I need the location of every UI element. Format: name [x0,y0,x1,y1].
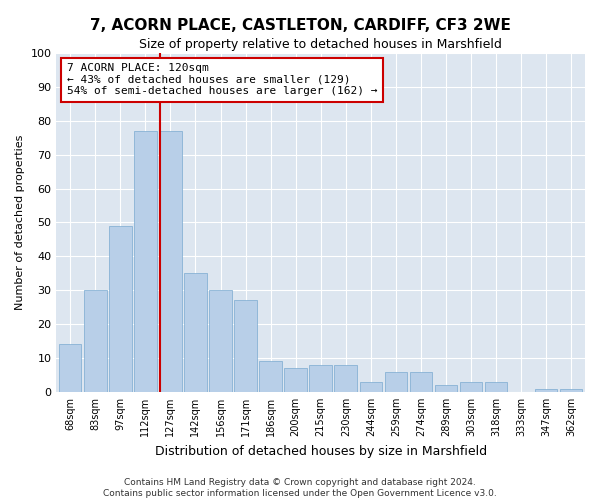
Bar [159,131,182,392]
Bar [434,385,457,392]
X-axis label: Distribution of detached houses by size in Marshfield: Distribution of detached houses by size … [155,444,487,458]
Bar [460,382,482,392]
Title: Size of property relative to detached houses in Marshfield: Size of property relative to detached ho… [139,38,502,51]
Bar [560,388,583,392]
Text: 7 ACORN PLACE: 120sqm
← 43% of detached houses are smaller (129)
54% of semi-det: 7 ACORN PLACE: 120sqm ← 43% of detached … [67,63,377,96]
Bar [535,388,557,392]
Bar [334,365,357,392]
Bar [359,382,382,392]
Bar [184,274,207,392]
Bar [385,372,407,392]
Bar [134,131,157,392]
Bar [310,365,332,392]
Text: 7, ACORN PLACE, CASTLETON, CARDIFF, CF3 2WE: 7, ACORN PLACE, CASTLETON, CARDIFF, CF3 … [89,18,511,32]
Bar [234,300,257,392]
Bar [259,362,282,392]
Text: Contains HM Land Registry data © Crown copyright and database right 2024.
Contai: Contains HM Land Registry data © Crown c… [103,478,497,498]
Bar [109,226,131,392]
Bar [209,290,232,392]
Bar [410,372,432,392]
Bar [84,290,107,392]
Y-axis label: Number of detached properties: Number of detached properties [15,135,25,310]
Bar [485,382,508,392]
Bar [59,344,82,392]
Bar [284,368,307,392]
